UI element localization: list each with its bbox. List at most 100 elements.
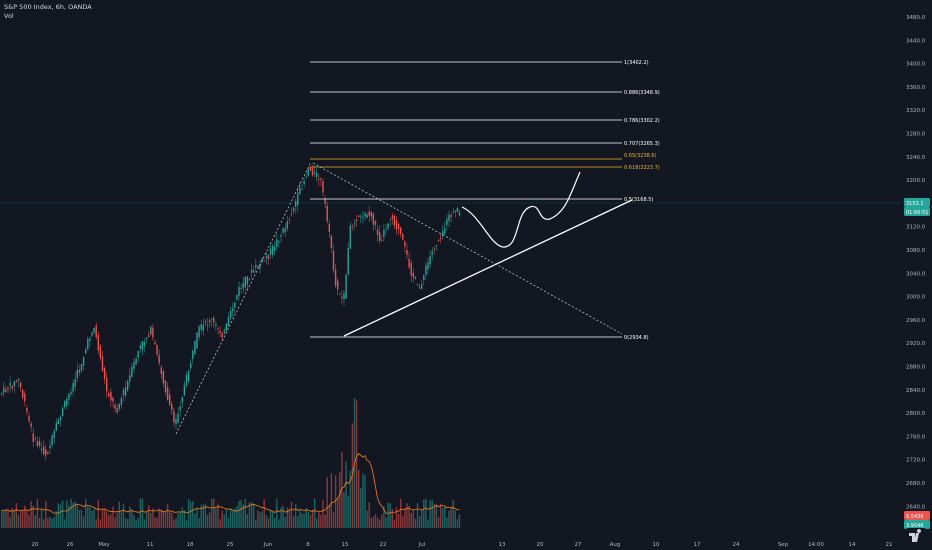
volume-bar — [24, 505, 26, 528]
candle-body — [229, 310, 232, 318]
volume-bar — [9, 517, 11, 528]
candle-body — [368, 211, 370, 216]
volume-bar — [108, 515, 110, 528]
price-axis[interactable]: 3480.0 3440.0 3400.0 3360.0 3320.0 3280.0 3240… — [902, 0, 932, 550]
volume-bar — [160, 509, 162, 528]
volume-bar — [43, 519, 45, 528]
volume-bar — [208, 512, 211, 528]
fib-level-label: 0.618(3223.7) — [624, 165, 660, 171]
candle-body — [427, 262, 429, 270]
time-axis[interactable]: 20 26 May 11 18 25 Jun 8 15 22 Jul 13 20 27 Aug 10 17 24 S… — [32, 542, 893, 548]
candle-body — [9, 382, 11, 386]
volume-bar — [64, 519, 66, 528]
volume-bar — [211, 499, 213, 528]
price-tick-label: 3400.0 — [906, 62, 926, 68]
volume-bar — [439, 503, 442, 528]
candle-body — [124, 387, 127, 396]
volume-bar — [278, 519, 280, 528]
candle-body — [101, 356, 104, 372]
volume-bar — [368, 502, 370, 528]
volume-bar — [87, 505, 89, 528]
projected-price-path[interactable] — [461, 171, 581, 248]
candle-body — [74, 378, 76, 387]
volume-bar — [339, 472, 341, 528]
candle-body — [257, 265, 259, 267]
candle-body — [412, 272, 414, 278]
price-tags: 3153.1 01:00:51 6.543K 3.904K — [904, 198, 930, 529]
candle-body — [49, 445, 51, 448]
volume-bar — [343, 492, 345, 528]
ascending-support-trendline[interactable] — [343, 199, 633, 337]
volume-bar — [22, 510, 24, 528]
price-tick-label: 3040.0 — [906, 271, 926, 277]
volume-bar — [408, 505, 410, 528]
candle-body — [330, 236, 333, 249]
volume-bar — [238, 500, 240, 528]
candle-body — [122, 389, 125, 396]
volume-bar — [234, 508, 236, 528]
fibonacci-extension[interactable]: 1(3402.2) 0.886(3348.9) 0.786(3302.2) 0.707… — [310, 60, 660, 341]
price-tag — [904, 511, 930, 520]
candle-body — [439, 237, 442, 239]
volume-bar — [156, 517, 158, 528]
volume-bar — [49, 516, 51, 528]
candle-body — [150, 326, 152, 335]
volume-bar — [145, 511, 148, 528]
volume-bar — [383, 506, 385, 528]
price-tag-label: 6.543K — [906, 514, 924, 520]
candle-body — [59, 417, 62, 421]
volume-bar — [284, 517, 286, 528]
volume-bar — [381, 514, 383, 528]
volume-bar — [150, 512, 152, 528]
volume-bar — [36, 498, 39, 528]
volume-bar — [200, 504, 202, 528]
candle-body — [72, 383, 74, 392]
candle-body — [236, 294, 238, 300]
volume-bar — [330, 473, 333, 528]
candle-body — [211, 319, 213, 321]
price-tick-label: 3320.0 — [906, 108, 926, 114]
time-tick-label: 26 — [67, 542, 74, 548]
candle-body — [17, 378, 20, 381]
candle-body — [217, 328, 219, 330]
candle-body — [219, 330, 221, 333]
volume-bar — [93, 509, 95, 528]
candle-body — [423, 275, 425, 281]
volume-bar — [458, 514, 461, 528]
volume-bar — [148, 505, 150, 528]
volume-bar — [385, 517, 387, 528]
symbol-title[interactable]: S&P 500 Index, 6h, OANDA — [4, 3, 92, 11]
volume-bar — [429, 500, 431, 528]
volume-indicator-label[interactable]: Vol — [4, 12, 14, 20]
volume-bar — [271, 510, 274, 528]
trend-drawings[interactable] — [175, 161, 633, 435]
rally-dashed-line[interactable] — [175, 161, 312, 435]
price-tick-label: 2920.0 — [906, 341, 926, 347]
candle-body — [11, 385, 13, 389]
candle-body — [351, 224, 354, 226]
candle-body — [429, 255, 431, 265]
candle-body — [120, 398, 123, 405]
candle-body — [379, 232, 381, 241]
volume-bar — [240, 500, 242, 528]
candle-body — [110, 391, 112, 401]
tradingview-logo[interactable] — [906, 528, 926, 546]
descending-dashed-trendline[interactable] — [312, 162, 623, 335]
candle-body — [347, 248, 349, 275]
price-tag-label: 01:00:51 — [906, 210, 928, 216]
volume-bar — [219, 519, 221, 528]
volume-bar — [332, 512, 335, 528]
candle-body — [187, 370, 190, 382]
candle-body — [374, 220, 377, 225]
volume-bar — [427, 519, 429, 528]
candle-body — [332, 250, 335, 271]
candle-body — [139, 345, 141, 349]
candle-body — [278, 241, 280, 243]
candle-body — [269, 248, 272, 255]
time-tick-label: 17 — [694, 542, 701, 548]
volume-bar — [418, 516, 421, 528]
volume-bar — [255, 519, 257, 528]
candle-body — [244, 277, 246, 288]
candle-body — [7, 387, 9, 390]
